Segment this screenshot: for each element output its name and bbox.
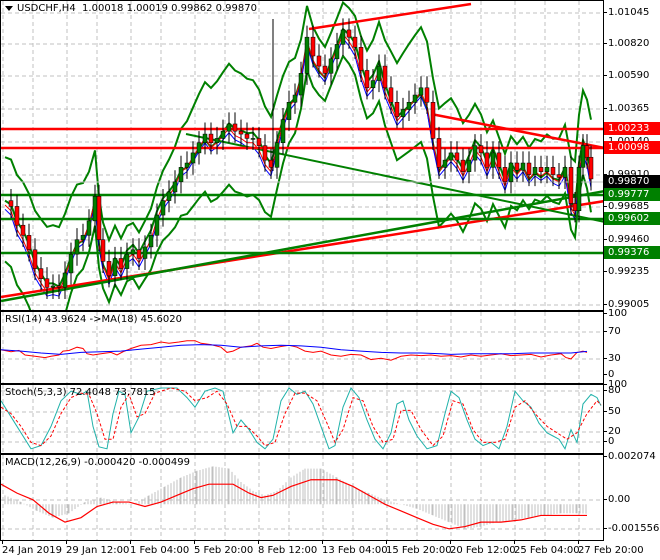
price-chart-pane[interactable]: USDCHF,H4 1.00018 1.00019 0.99862 0.9987… <box>0 0 604 311</box>
time-axis[interactable]: 24 Jan 2019 29 Jan 12:00 1 Feb 04:00 5 Feb … <box>0 540 644 560</box>
time-tick <box>578 540 579 544</box>
price-level-tag: 0.99376 <box>604 246 660 259</box>
stoch-canvas[interactable] <box>1 385 604 454</box>
axis-tick-label: 100 <box>603 308 628 319</box>
time-label: 24 Jan 2019 <box>2 545 62 556</box>
stoch-pane[interactable]: Stoch(5,3,3) 72.4048 73.7815 <box>0 384 604 454</box>
time-tick <box>66 540 67 544</box>
time-label: 5 Feb 20:00 <box>194 545 254 556</box>
axis-tick-label: 0 <box>603 369 615 380</box>
axis-tick-label: 70 <box>604 326 621 337</box>
axis-tick-label: 0 <box>603 436 615 447</box>
price-level-tag: 0.99870 <box>604 175 660 188</box>
axis-tick-label: 1.00590 <box>603 70 650 81</box>
chart-header: USDCHF,H4 1.00018 1.00019 0.99862 0.9987… <box>5 3 257 14</box>
axis-tick-label: 0.99235 <box>603 266 650 277</box>
axis-tick-label: 1.00820 <box>603 38 650 49</box>
time-tick <box>514 540 515 544</box>
time-label: 25 Feb 04:00 <box>514 545 580 556</box>
ohlc-values: 1.00018 1.00019 0.99862 0.99870 <box>82 3 257 14</box>
axis-tick-label: 1.01045 <box>603 7 650 18</box>
axis-tick-label: 0.99910 <box>603 169 649 180</box>
time-label: 20 Feb 12:00 <box>450 545 516 556</box>
time-label: 8 Feb 12:00 <box>258 545 318 556</box>
axis-tick-label: 100 <box>603 379 628 390</box>
time-tick <box>386 540 387 544</box>
axis-tick-label: 20 <box>604 426 621 437</box>
axis-tick-label: 0.002074 <box>604 451 656 462</box>
stoch-axis[interactable]: 100 80 50 20 0 <box>603 379 660 454</box>
time-tick <box>2 540 3 544</box>
axis-tick-label: 1.00365 <box>603 103 650 114</box>
time-label: 27 Feb 20:00 <box>578 545 644 556</box>
macd-title: MACD(12,26,9) -0.000420 -0.000499 <box>5 457 190 468</box>
axis-tick-label: 0.99685 <box>603 201 650 212</box>
rsi-canvas[interactable] <box>1 312 604 384</box>
price-axis[interactable]: 1.010451.008201.005901.003651.001400.999… <box>603 0 660 311</box>
time-label: 15 Feb 20:00 <box>386 545 452 556</box>
price-level-tag: 1.00233 <box>604 122 660 135</box>
axis-tick-label: 50 <box>604 406 621 417</box>
price-level-tag: 1.00098 <box>604 141 660 154</box>
time-tick <box>258 540 259 544</box>
axis-tick-label: 80 <box>604 385 621 396</box>
rsi-axis[interactable]: 100 70 30 0 <box>603 308 660 384</box>
price-chart-canvas[interactable] <box>1 1 604 311</box>
axis-tick-label: 0.99460 <box>603 234 650 245</box>
axis-tick-label: -0.001556 <box>603 523 660 534</box>
time-tick <box>130 540 131 544</box>
time-label: 29 Jan 12:00 <box>66 545 130 556</box>
axis-tick-label: 0.00 <box>603 494 631 505</box>
price-level-tag: 0.99602 <box>604 212 660 225</box>
time-tick <box>450 540 451 544</box>
axis-tick-label: 30 <box>604 353 621 364</box>
rsi-pane[interactable]: RSI(14) 43.9624 ->MA(18) 45.6020 <box>0 311 604 384</box>
triangle-down-icon[interactable] <box>5 5 13 11</box>
time-label: 13 Feb 04:00 <box>322 545 388 556</box>
time-tick <box>194 540 195 544</box>
axis-tick-label: 0.99005 <box>603 299 650 310</box>
rsi-title: RSI(14) 43.9624 ->MA(18) 45.6020 <box>5 314 182 325</box>
macd-axis[interactable]: 0.002074 0.00 -0.001556 <box>603 451 660 541</box>
macd-pane[interactable]: MACD(12,26,9) -0.000420 -0.000499 <box>0 454 604 541</box>
macd-canvas[interactable] <box>1 455 604 541</box>
stoch-title: Stoch(5,3,3) 72.4048 73.7815 <box>5 387 156 398</box>
symbol-label: USDCHF,H4 <box>17 3 76 14</box>
price-level-tag: 0.99777 <box>604 188 660 201</box>
time-tick <box>322 540 323 544</box>
time-label: 1 Feb 04:00 <box>130 545 190 556</box>
